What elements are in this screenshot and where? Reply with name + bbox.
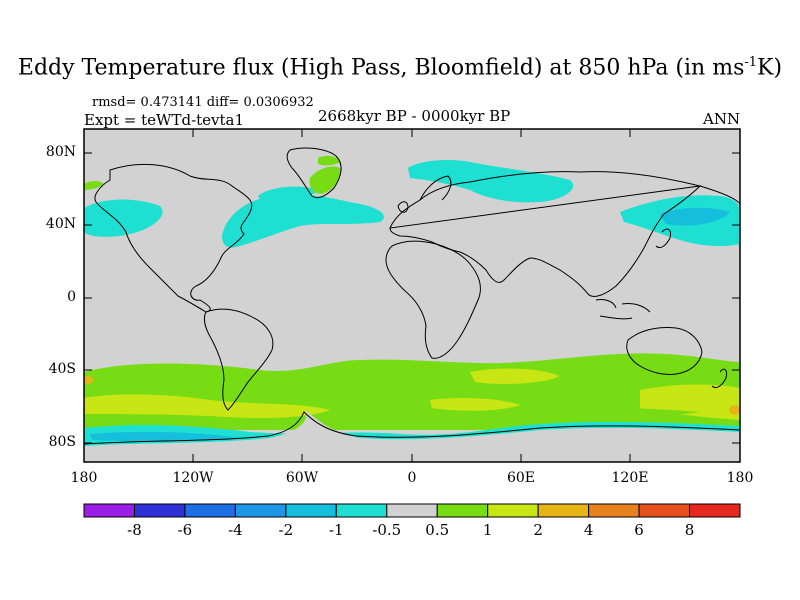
antarctica-land — [84, 410, 740, 462]
period-label: 2668kyr BP - 0000kyr BP — [318, 107, 511, 125]
colorbar-swatch — [386, 503, 438, 518]
colorbar-swatch — [689, 503, 741, 518]
field-green-nw — [84, 181, 104, 190]
coast-scandinavia — [419, 175, 452, 201]
colorbar-label: -0.5 — [372, 521, 402, 539]
x-tick-label: 0 — [407, 470, 417, 486]
field-cyan-n-atlantic-upper — [258, 186, 320, 202]
y-tick-label: 40S — [48, 361, 76, 377]
coast-new-zealand — [711, 368, 727, 389]
colorbar-swatch — [285, 503, 337, 518]
x-tick-label: 60W — [285, 470, 319, 486]
coast-eurasia — [389, 171, 740, 297]
field-green-antarctic — [560, 407, 700, 418]
field-yellow-south-2 — [470, 368, 560, 384]
colorbar-label: -6 — [177, 521, 193, 539]
x-tick-label: 60E — [506, 470, 536, 486]
colorbar-label: 0.5 — [425, 521, 450, 539]
coast-japan — [655, 228, 671, 249]
y-tick-label: 0 — [67, 289, 76, 305]
season-label: ANN — [703, 110, 741, 128]
colorbar-swatch — [133, 503, 186, 518]
colorbar-swatch — [588, 503, 640, 518]
x-tick-label: 180 — [70, 470, 98, 486]
field-green-arctic — [318, 155, 340, 166]
colorbar-swatch — [83, 503, 135, 518]
colorbar — [83, 503, 741, 518]
field-green-greenland — [309, 166, 341, 194]
colorbar-swatch — [436, 503, 489, 518]
field-orange-south — [729, 405, 740, 415]
field-yellow-south-1 — [84, 394, 330, 418]
coast-antarctica — [84, 411, 740, 445]
plot-title: Eddy Temperature flux (High Pass, Bloomf… — [17, 55, 783, 81]
colorbar-label: -8 — [127, 521, 142, 539]
coast-greenland — [286, 147, 342, 199]
stats-text: rmsd= 0.473141 diff= 0.0306932 — [92, 95, 314, 110]
colorbar-swatch — [234, 503, 287, 518]
field-cyan-nw-pacific — [84, 199, 163, 237]
y-ticks — [84, 152, 740, 444]
colorbar-label: 2 — [533, 521, 543, 539]
field-orange-south-w — [84, 376, 93, 384]
colorbar-label: 1 — [482, 521, 493, 539]
coast-africa — [385, 240, 481, 359]
coast-indonesia — [595, 299, 651, 320]
colorbar-label: 6 — [634, 521, 644, 539]
field-blue-antarctic — [90, 431, 240, 442]
field-cyan-n-atlantic — [222, 194, 384, 248]
coast-north-america — [94, 163, 253, 313]
colorbar-label: 8 — [684, 521, 695, 539]
experiment-label: Expt = teWTd-tevta1 — [84, 111, 245, 129]
colorbar-label: -1 — [328, 521, 344, 539]
colorbar-swatch — [537, 503, 590, 518]
y-tick-label: 40N — [45, 216, 76, 232]
x-tick-label: 180 — [726, 470, 754, 486]
x-tick-label: 120E — [611, 470, 649, 486]
field-blue-nw-pacific — [660, 207, 730, 226]
colorbar-swatch — [638, 503, 691, 518]
field-cyan-barents — [408, 160, 574, 203]
y-tick-label: 80N — [45, 144, 76, 160]
coast-south-america — [203, 308, 274, 411]
colorbar-label: 4 — [583, 521, 594, 539]
coastlines — [84, 147, 740, 445]
colorbar-swatch — [487, 503, 539, 518]
colorbar-label: -2 — [278, 521, 294, 539]
x-tick-label: 120W — [172, 470, 214, 486]
colorbar-swatch — [184, 503, 236, 518]
coast-british-isles — [397, 201, 409, 213]
field-yellow-south-4 — [430, 397, 520, 411]
x-ticks — [192, 129, 631, 462]
colorbar-swatch — [335, 503, 388, 518]
y-tick-label: 80S — [48, 434, 76, 450]
colorbar-label: -4 — [228, 521, 243, 539]
coast-australia — [626, 327, 703, 375]
